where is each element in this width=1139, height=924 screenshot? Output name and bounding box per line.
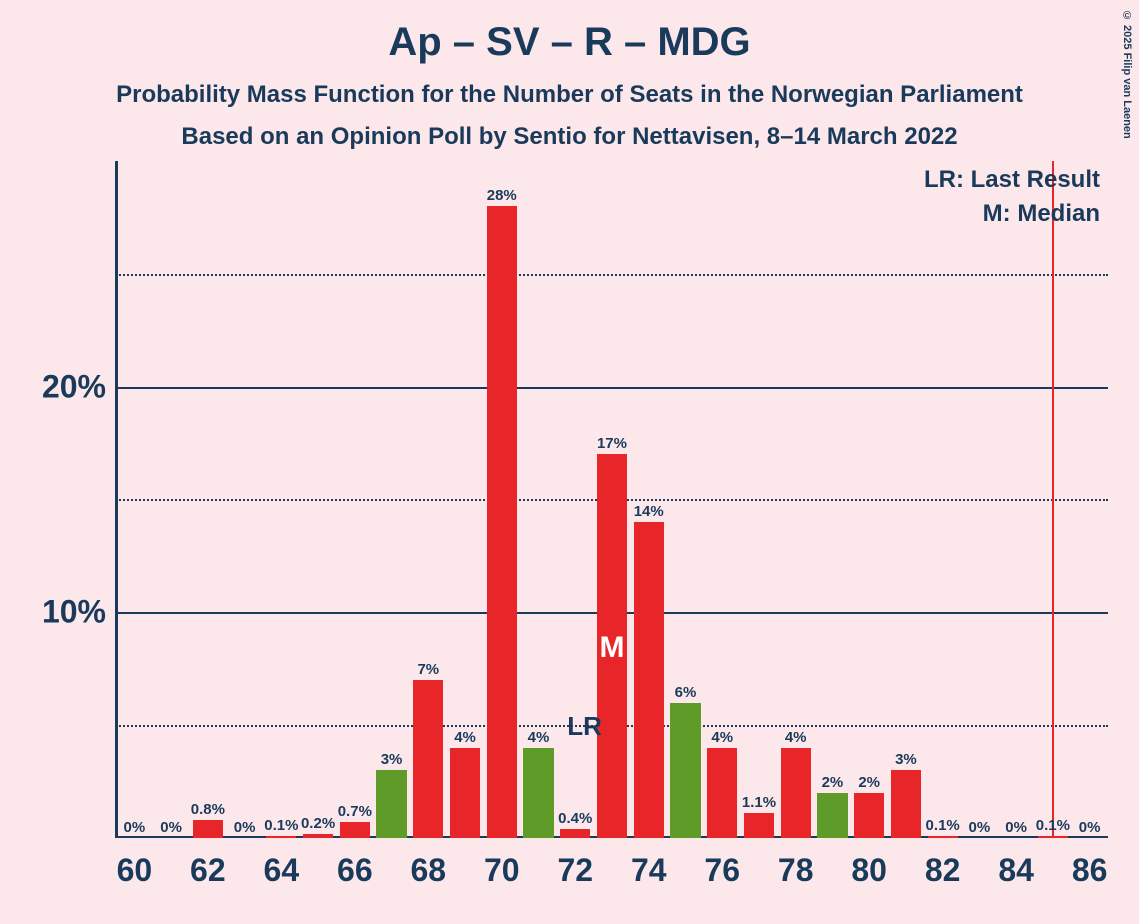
bar: 4%: [523, 748, 553, 838]
gridline-major: [116, 387, 1108, 389]
bar-value-label: 0%: [160, 819, 182, 838]
bar-value-label: 0.1%: [1036, 817, 1070, 836]
last-result-vline: [1052, 161, 1054, 838]
bar-value-label: 1.1%: [742, 794, 776, 813]
bar: 0.4%: [560, 829, 590, 838]
x-tick-label: 64: [264, 838, 300, 889]
bar-value-label: 4%: [711, 729, 733, 748]
bar: 0.1%: [1038, 836, 1068, 838]
bar: 0.2%: [303, 834, 333, 839]
bar-value-label: 0%: [124, 819, 146, 838]
bar-value-label: 0.2%: [301, 815, 335, 834]
x-tick-label: 70: [484, 838, 520, 889]
bar: 2%: [817, 793, 847, 838]
x-tick-label: 74: [631, 838, 667, 889]
median-marker: M: [599, 631, 624, 665]
bar-value-label: 7%: [417, 661, 439, 680]
last-result-marker: LR: [567, 711, 602, 742]
bar: 4%: [450, 748, 480, 838]
chart-container: Ap – SV – R – MDG Probability Mass Funct…: [0, 0, 1139, 924]
y-tick-label: 10%: [42, 594, 116, 631]
bar-value-label: 2%: [822, 774, 844, 793]
bar-value-label: 0%: [1079, 819, 1101, 838]
x-tick-label: 68: [410, 838, 446, 889]
bar: 0.7%: [340, 822, 370, 838]
bar-value-label: 17%: [597, 435, 627, 454]
chart-title: Ap – SV – R – MDG: [0, 0, 1139, 65]
x-tick-label: 84: [998, 838, 1034, 889]
x-tick-label: 86: [1072, 838, 1108, 889]
bar: 4%: [781, 748, 811, 838]
copyright-text: © 2025 Filip van Laenen: [1121, 10, 1133, 139]
x-tick-label: 82: [925, 838, 961, 889]
bar-value-label: 0.1%: [926, 817, 960, 836]
bar-value-label: 0%: [1005, 819, 1027, 838]
x-tick-label: 62: [190, 838, 226, 889]
bar: 0.1%: [266, 836, 296, 838]
chart-subtitle-1: Probability Mass Function for the Number…: [0, 65, 1139, 109]
bar: 0.1%: [928, 836, 958, 838]
bar: 1.1%: [744, 813, 774, 838]
bar-value-label: 0%: [234, 819, 256, 838]
bar-value-label: 0.7%: [338, 803, 372, 822]
bar: 2%: [854, 793, 884, 838]
bar: 4%: [707, 748, 737, 838]
chart-subtitle-2: Based on an Opinion Poll by Sentio for N…: [0, 109, 1139, 151]
bar-value-label: 0%: [969, 819, 991, 838]
x-tick-label: 80: [851, 838, 887, 889]
plot-area: 10%20%60626466687072747678808284860%0%0.…: [116, 206, 1108, 838]
bar: 0.8%: [193, 820, 223, 838]
y-tick-label: 20%: [42, 368, 116, 405]
bar-value-label: 3%: [895, 751, 917, 770]
x-tick-label: 78: [778, 838, 814, 889]
bar-value-label: 4%: [454, 729, 476, 748]
x-tick-label: 72: [557, 838, 593, 889]
bar-value-label: 28%: [487, 187, 517, 206]
bar: 3%: [376, 770, 406, 838]
x-tick-label: 60: [117, 838, 153, 889]
bar: 3%: [891, 770, 921, 838]
bar: 14%: [634, 522, 664, 838]
legend-median: M: Median: [983, 200, 1100, 228]
bar: 6%: [670, 703, 700, 838]
x-tick-label: 76: [704, 838, 740, 889]
bar: 28%: [487, 206, 517, 838]
bar-value-label: 0.8%: [191, 801, 225, 820]
gridline-minor: [116, 274, 1108, 276]
bar-value-label: 14%: [634, 503, 664, 522]
bar-value-label: 6%: [675, 684, 697, 703]
bar-value-label: 4%: [785, 729, 807, 748]
bar-value-label: 0.4%: [558, 810, 592, 829]
bar-value-label: 4%: [528, 729, 550, 748]
bar: 17%M: [597, 454, 627, 838]
legend-last-result: LR: Last Result: [924, 166, 1100, 194]
bar: 7%: [413, 680, 443, 838]
bar-value-label: 3%: [381, 751, 403, 770]
bar-value-label: 0.1%: [264, 817, 298, 836]
x-tick-label: 66: [337, 838, 373, 889]
bar-value-label: 2%: [858, 774, 880, 793]
